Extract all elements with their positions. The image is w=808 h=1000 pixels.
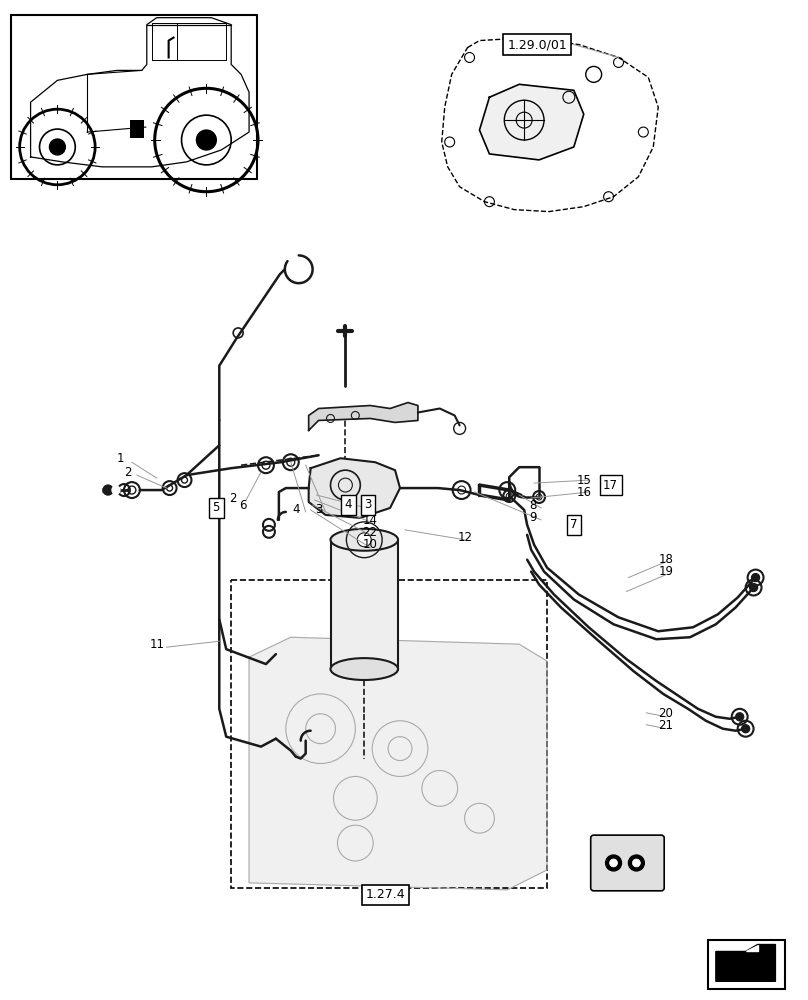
Circle shape — [49, 139, 65, 155]
Text: 7: 7 — [570, 518, 578, 531]
Circle shape — [357, 533, 371, 547]
Text: 2: 2 — [229, 492, 237, 505]
Polygon shape — [147, 18, 231, 64]
Bar — [231, 580, 547, 888]
Bar — [11, 15, 257, 179]
Ellipse shape — [330, 658, 398, 680]
Ellipse shape — [330, 529, 398, 551]
Circle shape — [196, 130, 217, 150]
Circle shape — [609, 859, 617, 867]
Text: 6: 6 — [239, 499, 246, 512]
Polygon shape — [309, 403, 418, 430]
Circle shape — [736, 713, 743, 721]
Circle shape — [633, 859, 641, 867]
Text: 11: 11 — [149, 638, 165, 651]
Polygon shape — [249, 637, 547, 890]
Text: 15: 15 — [577, 474, 591, 487]
Polygon shape — [716, 945, 776, 981]
Circle shape — [629, 855, 644, 871]
Text: 14: 14 — [362, 514, 377, 527]
Polygon shape — [31, 57, 249, 167]
Text: 5: 5 — [213, 501, 220, 514]
Text: 3: 3 — [364, 498, 372, 511]
Text: 16: 16 — [577, 486, 591, 499]
Text: 20: 20 — [659, 707, 673, 720]
Text: 13: 13 — [362, 502, 377, 515]
Text: 18: 18 — [659, 553, 673, 566]
Text: 8: 8 — [529, 499, 537, 512]
Text: 4: 4 — [345, 498, 352, 511]
Text: 10: 10 — [362, 538, 377, 551]
Text: 1.27.4: 1.27.4 — [365, 888, 405, 901]
Text: 3: 3 — [316, 503, 323, 516]
Bar — [330, 540, 398, 669]
Polygon shape — [746, 945, 758, 951]
Text: 4: 4 — [292, 503, 301, 516]
Text: 19: 19 — [659, 565, 673, 578]
Polygon shape — [479, 84, 583, 160]
Circle shape — [606, 855, 621, 871]
FancyBboxPatch shape — [591, 835, 664, 891]
Circle shape — [103, 485, 113, 495]
Text: 21: 21 — [659, 719, 673, 732]
Text: 2: 2 — [124, 466, 132, 479]
Text: 9: 9 — [529, 511, 537, 524]
Text: 17: 17 — [603, 479, 618, 492]
Text: 22: 22 — [362, 526, 377, 539]
Circle shape — [742, 725, 750, 733]
Circle shape — [750, 584, 758, 591]
Bar — [708, 940, 785, 989]
Text: 1.29.0/01: 1.29.0/01 — [507, 38, 567, 51]
Polygon shape — [309, 458, 400, 518]
Text: 1: 1 — [117, 452, 124, 465]
Text: 12: 12 — [457, 531, 473, 544]
Bar — [130, 120, 144, 138]
Circle shape — [751, 574, 760, 582]
Circle shape — [112, 486, 120, 494]
